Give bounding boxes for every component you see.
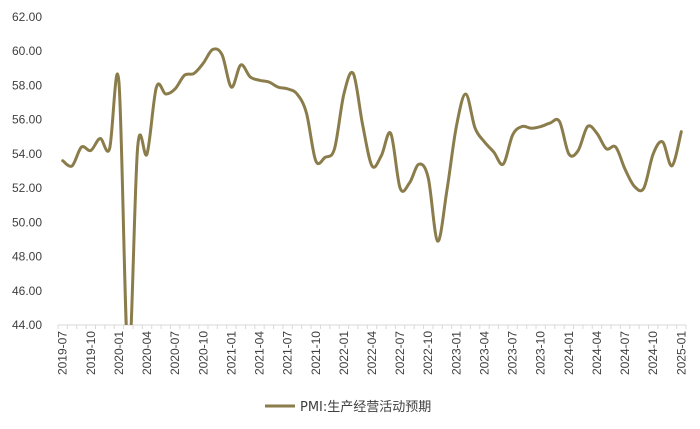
x-tick-label: 2020-04 <box>140 331 154 375</box>
x-tick-label: 2022-01 <box>337 331 351 375</box>
y-tick-label: 60.00 <box>12 44 42 58</box>
y-tick-label: 62.00 <box>12 10 42 24</box>
x-tick-label: 2020-10 <box>196 331 210 375</box>
y-axis-ticks: 44.00 46.00 48.00 50.00 52.00 54.00 56.00 58.00… <box>12 10 42 332</box>
y-tick-label: 46.00 <box>12 284 42 298</box>
x-tick-label: 2021-10 <box>309 331 323 375</box>
series-group <box>61 47 683 325</box>
x-axis: 2019-07 2019-10 2020-01 2020-04 2020-07 2020-… <box>56 324 688 375</box>
y-tick-label: 52.00 <box>12 181 42 195</box>
x-tick-label: 2023-10 <box>534 331 548 375</box>
x-tick-label: 2020-07 <box>168 331 182 375</box>
series-line-pmi <box>61 47 683 325</box>
y-tick-label: 50.00 <box>12 215 42 229</box>
x-tick-label: 2022-07 <box>393 331 407 375</box>
y-tick-label: 54.00 <box>12 147 42 161</box>
x-tick-label: 2023-04 <box>477 331 491 375</box>
x-tick-label: 2024-01 <box>562 331 576 375</box>
x-tick-label: 2020-01 <box>112 331 126 375</box>
x-tick-label: 2021-04 <box>253 331 267 375</box>
x-tick-label: 2021-07 <box>281 331 295 375</box>
x-tick-label: 2019-07 <box>56 331 70 375</box>
legend: PMI:生产经营活动预期 <box>265 400 431 415</box>
y-tick-label: 58.00 <box>12 78 42 92</box>
y-tick-label: 44.00 <box>12 318 42 332</box>
x-tick-label: 2024-04 <box>590 331 604 375</box>
x-tick-label: 2021-01 <box>224 331 238 375</box>
x-tick-label: 2023-01 <box>449 331 463 375</box>
legend-label: PMI:生产经营活动预期 <box>300 400 431 415</box>
x-tick-label: 2024-07 <box>618 331 632 375</box>
x-tick-label: 2022-10 <box>421 331 435 375</box>
x-tick-label: 2022-04 <box>365 331 379 375</box>
x-tick-label: 2025-01 <box>674 331 688 375</box>
y-tick-label: 48.00 <box>12 250 42 264</box>
x-tick-label: 2019-10 <box>84 331 98 375</box>
x-tick-label: 2023-07 <box>506 331 520 375</box>
x-tick-label: 2024-10 <box>646 331 660 375</box>
y-tick-label: 56.00 <box>12 113 42 127</box>
